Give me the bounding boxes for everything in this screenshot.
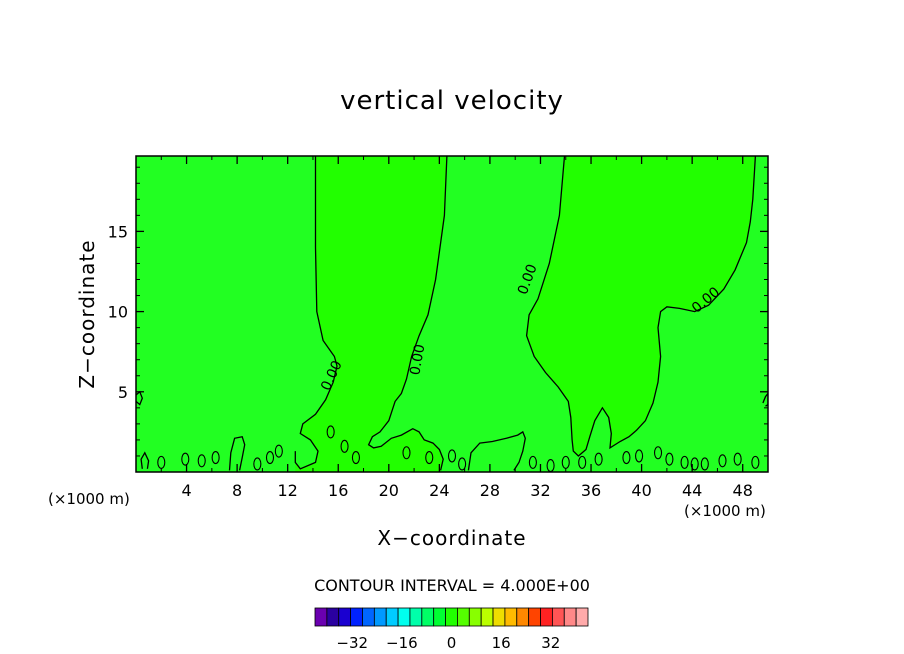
updraft-region-west (295, 156, 447, 472)
x-tick-label-8: 8 (232, 481, 242, 500)
x-axis-label: X−coordinate (377, 526, 527, 550)
x-tick-label-40: 40 (631, 481, 651, 500)
colorbar-swatch-1 (326, 607, 340, 627)
chart-title: vertical velocity (340, 86, 564, 116)
surface-cell-6 (274, 444, 283, 458)
colorbar-swatch-21 (563, 607, 577, 627)
colorbar-swatch-5 (373, 607, 387, 627)
colorbar-swatch-16 (504, 607, 518, 627)
colorbar-swatch-8 (409, 607, 423, 627)
colorbar-swatch-22 (575, 607, 589, 627)
x-tick-label-12: 12 (278, 481, 298, 500)
colorbar-swatch-20 (551, 607, 565, 627)
zero-contour-3 (140, 451, 150, 469)
x-tick-label-44: 44 (682, 481, 702, 500)
surface-cell-25 (700, 457, 709, 471)
surface-cell-5 (265, 451, 275, 465)
colorbar-swatch-6 (385, 607, 399, 627)
zero-contour-5 (467, 430, 526, 471)
x-tick-label-32: 32 (530, 481, 550, 500)
surface-cell-21 (653, 446, 663, 460)
zero-contour-2 (525, 156, 757, 457)
surface-cell-3 (211, 451, 220, 465)
surface-cell-1 (181, 452, 190, 466)
x-tick-label-36: 36 (581, 481, 601, 500)
surface-cell-18 (594, 452, 603, 466)
x-tick-label-24: 24 (429, 481, 449, 500)
surface-cell-17 (578, 455, 587, 469)
colorbar-swatch-18 (528, 607, 541, 627)
x-tick-label-20: 20 (379, 481, 399, 500)
y-tick-label-10: 10 (108, 303, 128, 322)
colorbar-swatch-17 (516, 607, 530, 627)
colorbar-swatch-3 (350, 607, 363, 627)
colorbar-swatch-2 (338, 607, 352, 627)
colorbar-swatch-7 (397, 607, 411, 627)
x-tick-label-28: 28 (480, 481, 500, 500)
x-tick-label-4: 4 (181, 481, 191, 500)
x-tick-label-48: 48 (733, 481, 753, 500)
colorbar-swatch-14 (480, 607, 494, 627)
zero-contour-6 (136, 390, 143, 406)
colorbar-tick-label-4: 32 (541, 634, 560, 652)
surface-cell-2 (197, 454, 206, 468)
colorbar-tick-label-0: −32 (336, 634, 368, 652)
y-tick-label-5: 5 (118, 383, 128, 402)
surface-cell-9 (351, 451, 360, 465)
x-unit-label-right: (×1000 m) (684, 502, 766, 520)
colorbar-swatch-0 (314, 607, 328, 627)
colorbar-swatch-15 (492, 607, 506, 627)
surface-cell-19 (622, 451, 631, 465)
colorbar-swatch-4 (362, 607, 375, 627)
colorbar-swatch-12 (457, 607, 470, 627)
colorbar-swatch-19 (540, 607, 553, 627)
plot-frame (135, 155, 769, 473)
surface-cell-12 (447, 449, 457, 463)
surface-cell-11 (425, 451, 434, 465)
y-axis-label: Z−coordinate (75, 239, 99, 388)
surface-cell-8 (340, 439, 349, 453)
surface-cell-28 (751, 455, 760, 469)
colorbar-swatch-11 (445, 607, 458, 627)
surface-cell-14 (528, 455, 537, 469)
surface-cell-20 (635, 449, 644, 463)
zero-contour-7 (762, 392, 768, 407)
surface-cell-22 (665, 452, 674, 466)
y-tick-label-15: 15 (108, 222, 128, 241)
zero-contour-4 (228, 435, 246, 471)
updraft-region-east (526, 156, 756, 456)
colorbar-tick-label-1: −16 (386, 634, 418, 652)
surface-cell-10 (402, 446, 411, 460)
colorbar-tick-label-3: 16 (492, 634, 511, 652)
surface-cell-24 (690, 457, 699, 471)
surface-cell-4 (253, 457, 262, 471)
x-unit-label-left: (×1000 m) (48, 490, 130, 508)
surface-cell-26 (718, 454, 727, 468)
zero-contour-0 (294, 156, 338, 470)
surface-cell-13 (458, 457, 467, 471)
contour-label-1: 0.00 (407, 343, 428, 376)
surface-cell-23 (680, 455, 689, 469)
contour-interval-text: CONTOUR INTERVAL = 4.000E+00 (314, 576, 590, 595)
surface-cell-27 (733, 452, 742, 466)
colorbar-tick-label-2: 0 (447, 634, 457, 652)
zero-contour-1 (367, 156, 448, 471)
colorbar-swatch-10 (433, 607, 446, 627)
x-tick-label-16: 16 (328, 481, 348, 500)
colorbar-swatch-13 (468, 607, 482, 627)
colorbar-swatch-9 (421, 607, 435, 627)
surface-cell-7 (326, 425, 335, 439)
